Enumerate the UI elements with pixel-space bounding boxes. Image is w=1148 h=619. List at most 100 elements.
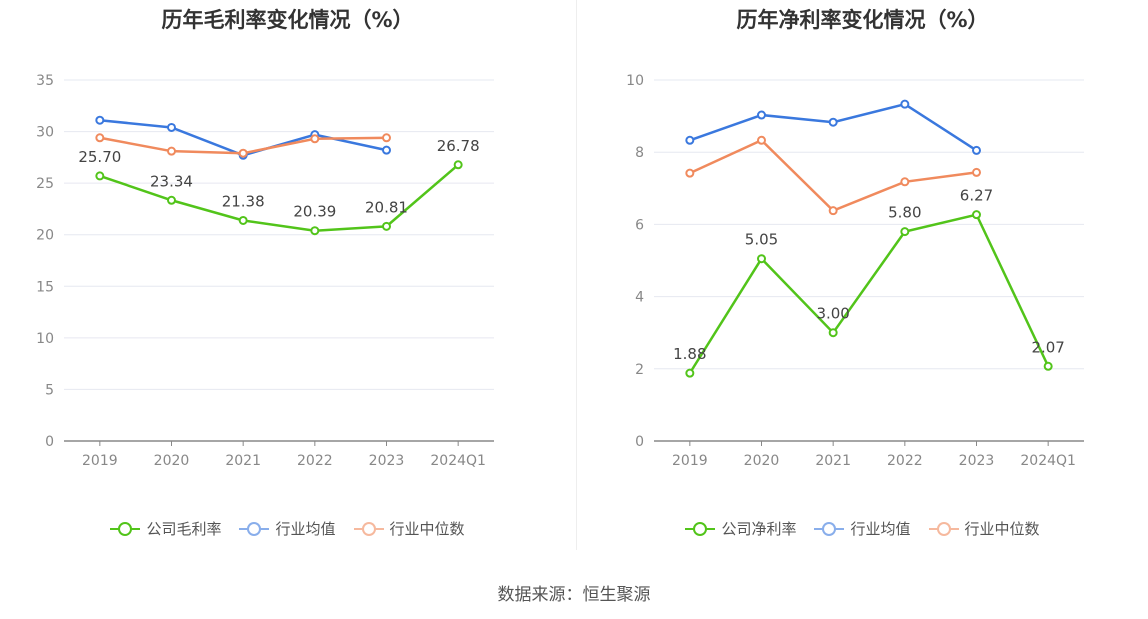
legend-label: 行业均值 <box>850 520 911 538</box>
x-tick-label: 2019 <box>672 453 708 469</box>
series-line <box>99 163 459 232</box>
data-label: 6.27 <box>960 187 993 205</box>
legend-swatch-icon <box>110 521 141 537</box>
x-tick-label: 2023 <box>959 453 995 469</box>
y-tick-label: 0 <box>45 434 54 450</box>
data-label: 5.05 <box>745 231 778 249</box>
data-point[interactable] <box>828 328 838 338</box>
data-point[interactable] <box>685 368 695 378</box>
legend-swatch-icon <box>814 521 845 537</box>
data-point[interactable] <box>685 135 695 145</box>
x-tick-label: 2020 <box>154 453 190 469</box>
y-tick-label: 35 <box>36 73 54 89</box>
data-point[interactable] <box>167 146 176 156</box>
gross-margin-chart-panel: 历年毛利率变化情况（%） 0 5 10 15 20 25 30 35 2019 2020 2021 2… <box>0 0 575 550</box>
data-point[interactable] <box>1043 361 1053 371</box>
series-line <box>689 102 978 152</box>
data-label: 1.88 <box>673 345 706 363</box>
data-point[interactable] <box>382 145 391 155</box>
data-point[interactable] <box>167 122 176 132</box>
legend-swatch-icon <box>353 521 384 537</box>
legend-label: 行业中位数 <box>389 520 465 538</box>
y-tick-label: 30 <box>36 125 54 141</box>
y-tick-label: 4 <box>635 290 644 306</box>
data-label: 26.78 <box>437 137 480 155</box>
legend-item[interactable]: 行业均值 <box>814 518 911 539</box>
x-tick-label: 2022 <box>297 453 333 469</box>
x-tick-label: 2021 <box>225 453 261 469</box>
x-tick-label: 2020 <box>744 453 780 469</box>
data-point[interactable] <box>167 195 176 205</box>
y-tick-label: 5 <box>45 382 54 398</box>
y-tick-label: 15 <box>36 279 54 295</box>
data-point[interactable] <box>972 210 981 220</box>
y-tick-label: 2 <box>635 362 644 378</box>
data-point[interactable] <box>900 227 910 237</box>
y-tick-label: 10 <box>36 331 54 347</box>
data-point[interactable] <box>972 145 981 155</box>
series-line <box>689 138 977 213</box>
data-point[interactable] <box>972 167 981 177</box>
x-tick-label: 2024Q1 <box>430 453 486 469</box>
data-label: 5.80 <box>888 204 921 222</box>
x-tick-label: 2021 <box>815 453 851 469</box>
chart-legend: 公司净利率 行业均值 行业中位数 <box>577 518 1148 539</box>
legend-swatch-icon <box>239 521 270 537</box>
y-tick-label: 8 <box>635 145 644 161</box>
data-point[interactable] <box>757 254 766 264</box>
data-point[interactable] <box>757 110 766 120</box>
legend-swatch-icon <box>685 521 716 537</box>
data-point[interactable] <box>900 99 910 109</box>
data-label: 20.81 <box>365 198 408 216</box>
net-margin-chart-panel: 历年净利率变化情况（%） 0 2 4 6 8 10 2019 2020 2021 2022 2023… <box>577 0 1148 550</box>
x-tick-label: 2019 <box>82 453 118 469</box>
data-point[interactable] <box>453 160 463 170</box>
data-point[interactable] <box>382 133 391 143</box>
legend-label: 公司净利率 <box>721 520 797 538</box>
legend-label: 公司毛利率 <box>146 520 222 538</box>
y-tick-label: 20 <box>36 228 54 244</box>
gross-margin-chart: 0 5 10 15 20 25 30 35 2019 2020 2021 2022 2023 2024Q1… <box>36 73 494 469</box>
data-label: 23.34 <box>150 172 193 190</box>
y-tick-label: 6 <box>635 217 644 233</box>
legend-label: 行业中位数 <box>964 520 1040 538</box>
data-point[interactable] <box>685 168 695 178</box>
data-source-note: 数据来源：恒生聚源 <box>497 585 651 605</box>
y-tick-label: 10 <box>626 73 644 89</box>
legend-item[interactable]: 公司毛利率 <box>110 518 221 539</box>
data-point[interactable] <box>828 117 838 127</box>
data-point[interactable] <box>95 115 105 125</box>
panel-divider <box>576 0 577 550</box>
legend-swatch-icon <box>928 521 959 537</box>
data-point[interactable] <box>900 177 910 187</box>
legend-item[interactable]: 行业均值 <box>239 518 336 539</box>
data-label: 25.70 <box>78 148 121 166</box>
x-tick-label: 2024Q1 <box>1020 453 1076 469</box>
chart-title: 历年净利率变化情况（%） <box>736 8 989 32</box>
legend-item[interactable]: 公司净利率 <box>685 518 796 539</box>
data-label: 20.39 <box>293 203 336 221</box>
data-label: 21.38 <box>222 192 265 210</box>
data-point[interactable] <box>382 221 391 231</box>
data-label: 2.07 <box>1031 338 1064 356</box>
x-tick-label: 2022 <box>887 453 923 469</box>
legend-item[interactable]: 行业中位数 <box>353 518 465 539</box>
legend-item[interactable]: 行业中位数 <box>928 518 1040 539</box>
chart-title: 历年毛利率变化情况（%） <box>161 8 414 32</box>
x-tick-label: 2023 <box>369 453 405 469</box>
series-line <box>688 213 1050 374</box>
data-point[interactable] <box>828 206 838 216</box>
data-point[interactable] <box>95 171 105 181</box>
data-point[interactable] <box>757 135 766 145</box>
chart-legend: 公司毛利率 行业均值 行业中位数 <box>0 518 575 539</box>
data-point[interactable] <box>310 134 320 144</box>
legend-label: 行业均值 <box>275 520 336 538</box>
data-point[interactable] <box>310 226 320 236</box>
y-tick-label: 25 <box>36 176 54 192</box>
data-point[interactable] <box>238 215 248 225</box>
data-label: 3.00 <box>816 305 849 323</box>
y-tick-label: 0 <box>635 434 644 450</box>
data-point[interactable] <box>95 133 105 143</box>
data-point[interactable] <box>238 148 248 158</box>
net-margin-chart: 0 2 4 6 8 10 2019 2020 2021 2022 2023 2024Q1 1.88 5.0… <box>626 73 1084 469</box>
